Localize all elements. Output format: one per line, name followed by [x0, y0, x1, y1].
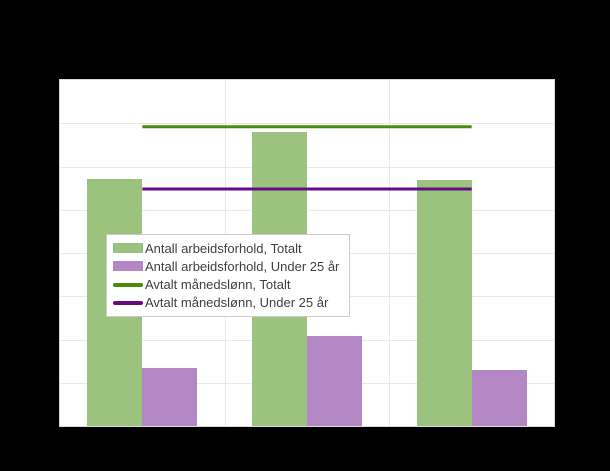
bar-antall-arbeidsforhold-totalt-group-3: [416, 179, 472, 426]
line-swatch-icon: [113, 282, 143, 287]
legend-label: Antall arbeidsforhold, Totalt: [145, 240, 302, 256]
plot-area: Antall arbeidsforhold, Totalt Antall arb…: [59, 79, 555, 427]
gridline-horizontal: [60, 209, 554, 211]
bar-antall-arbeidsforhold-under-25-r-group-2: [307, 335, 362, 426]
bar-antall-arbeidsforhold-under-25-r-group-3: [471, 370, 527, 426]
bar-swatch-icon: [113, 243, 143, 254]
legend-item-avtalt-manedslonn-totalt: Avtalt månedslønn, Totalt: [113, 278, 343, 291]
legend-item-antall-arbeidsforhold-totalt: Antall arbeidsforhold, Totalt: [113, 242, 343, 255]
legend-label: Avtalt månedslønn, Under 25 år: [145, 295, 329, 311]
legend-label: Avtalt månedslønn, Totalt: [145, 277, 291, 293]
gridline-horizontal: [60, 123, 554, 125]
gridline-horizontal: [60, 166, 554, 168]
legend-label: Antall arbeidsforhold, Under 25 år: [145, 258, 340, 274]
legend: Antall arbeidsforhold, Totalt Antall arb…: [106, 234, 350, 317]
bar-swatch-icon: [113, 261, 143, 272]
line-swatch-icon: [113, 300, 143, 305]
gridline-vertical: [389, 80, 391, 426]
bar-antall-arbeidsforhold-under-25-r-group-1: [142, 368, 198, 426]
legend-item-avtalt-manedslonn-under-25: Avtalt månedslønn, Under 25 år: [113, 296, 343, 309]
legend-item-antall-arbeidsforhold-under-25: Antall arbeidsforhold, Under 25 år: [113, 260, 343, 273]
